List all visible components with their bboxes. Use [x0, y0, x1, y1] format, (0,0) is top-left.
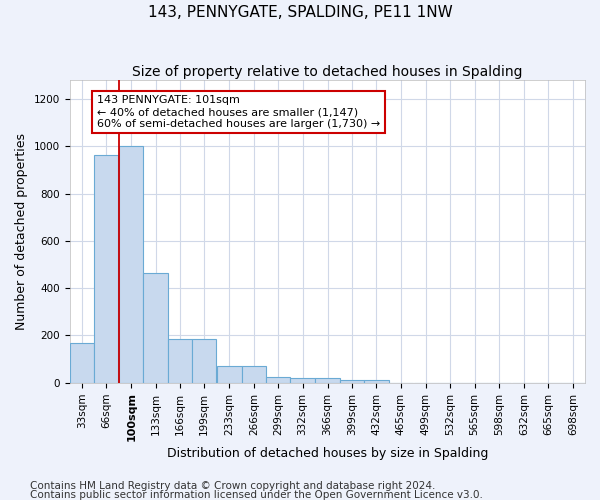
Bar: [266, 377, 290, 382]
Bar: [143, 273, 168, 382]
Y-axis label: Number of detached properties: Number of detached properties: [15, 133, 28, 330]
Title: Size of property relative to detached houses in Spalding: Size of property relative to detached ho…: [132, 65, 523, 79]
Bar: [290, 378, 315, 382]
Bar: [192, 339, 217, 382]
Bar: [364, 380, 389, 382]
Bar: [168, 339, 192, 382]
Bar: [316, 378, 340, 382]
Text: 143, PENNYGATE, SPALDING, PE11 1NW: 143, PENNYGATE, SPALDING, PE11 1NW: [148, 5, 452, 20]
Text: Contains public sector information licensed under the Open Government Licence v3: Contains public sector information licen…: [30, 490, 483, 500]
Bar: [70, 342, 94, 382]
Bar: [94, 154, 118, 382]
Text: 143 PENNYGATE: 101sqm
← 40% of detached houses are smaller (1,147)
60% of semi-d: 143 PENNYGATE: 101sqm ← 40% of detached …: [97, 96, 380, 128]
Text: Contains HM Land Registry data © Crown copyright and database right 2024.: Contains HM Land Registry data © Crown c…: [30, 481, 436, 491]
Bar: [340, 380, 364, 382]
X-axis label: Distribution of detached houses by size in Spalding: Distribution of detached houses by size …: [167, 447, 488, 460]
Bar: [217, 366, 242, 382]
Bar: [242, 366, 266, 382]
Bar: [119, 146, 143, 382]
